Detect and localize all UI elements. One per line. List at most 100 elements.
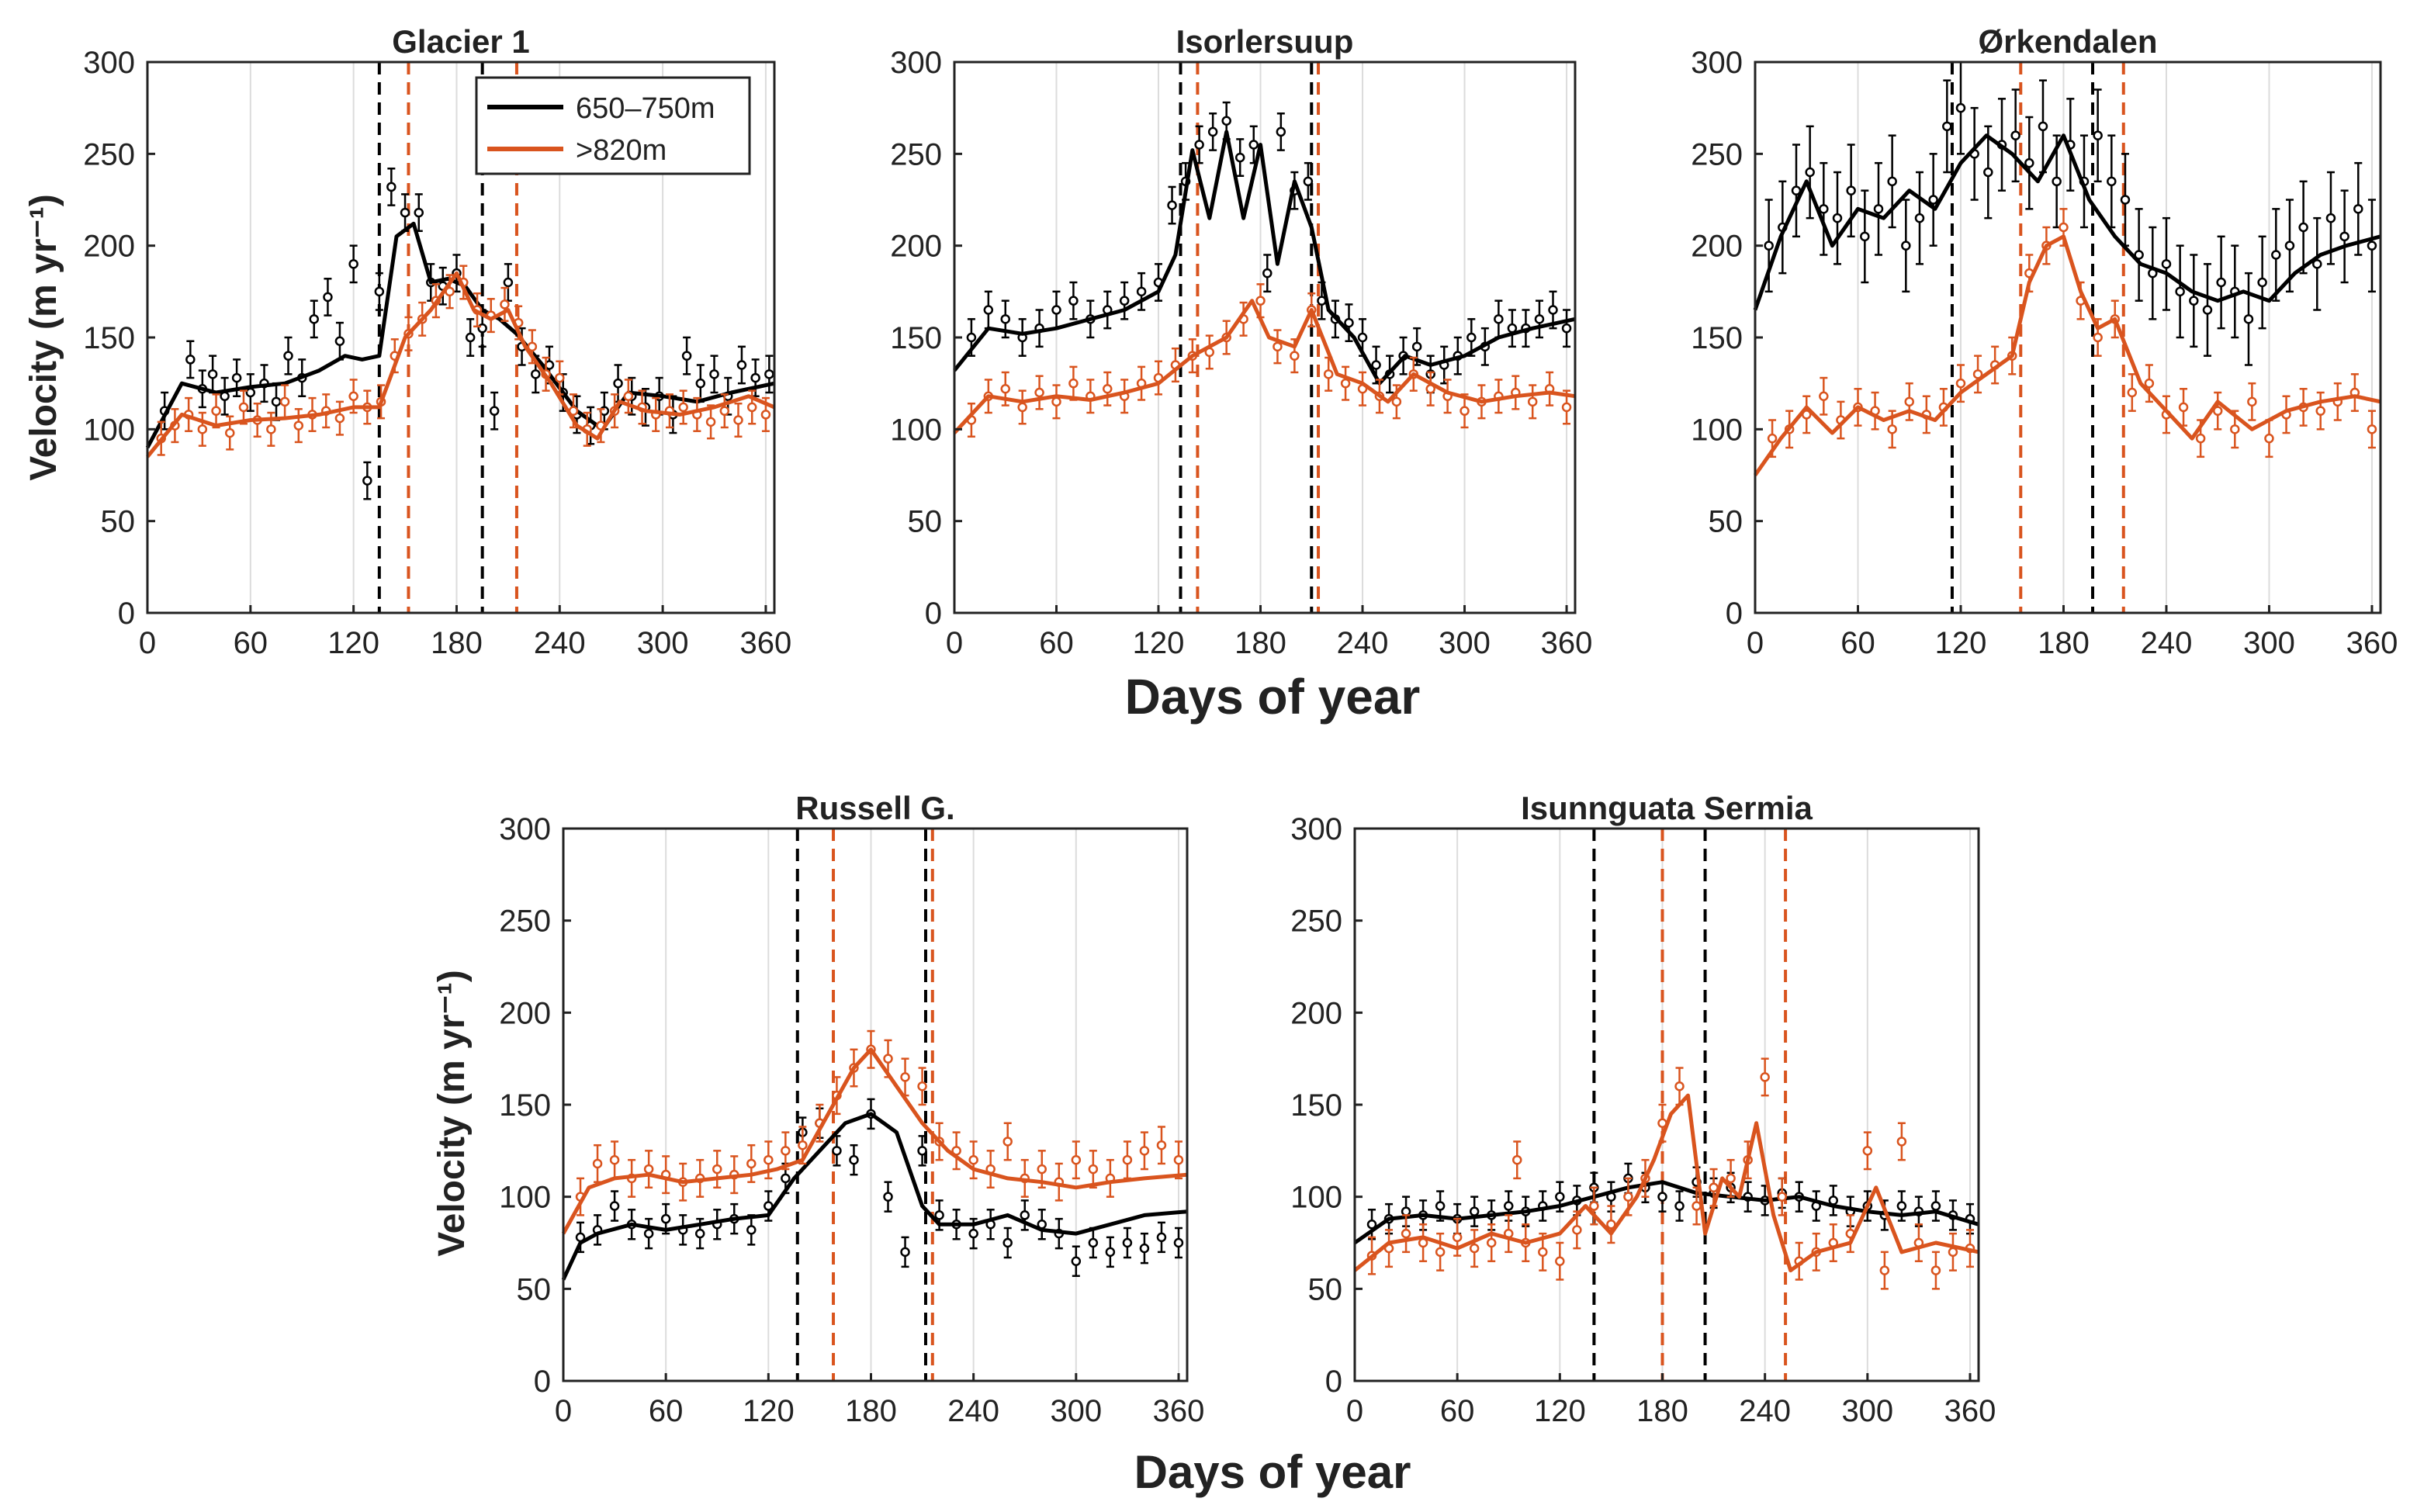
- panel-1-series-0-point-19: [1262, 268, 1273, 279]
- panel-isorlersuup: 0 60 120 180 240 300 360 0 50 100 150 200 250 300 Isor…: [890, 23, 1592, 660]
- panel-2-series-0-point-7: [1860, 231, 1870, 242]
- panel-1-xtick-label-240: 240: [1337, 626, 1389, 660]
- panel-1-series-1-line: [953, 299, 1576, 434]
- panel-0-series-1-line: [146, 271, 775, 458]
- panel-0-ytick-label-150: 150: [83, 321, 135, 355]
- panel-3-xtick-label-60: 60: [649, 1394, 684, 1428]
- panel-0-series-1-point-6: [238, 402, 249, 413]
- panel-1-ytick-label-150: 150: [890, 321, 942, 355]
- panel-2-series-0-point-10: [1901, 240, 1911, 251]
- panel-1-ytick-label-100: 100: [890, 413, 942, 447]
- panel-2-series-0-point-13: [1942, 121, 1952, 132]
- panel-3-xtick-label-240: 240: [947, 1394, 999, 1428]
- panel-4-xtick-label-60: 60: [1440, 1394, 1475, 1428]
- panel-0-series-0-point-45: [764, 369, 774, 379]
- panel-2-title-rkendalen: Ørkendalen: [1978, 23, 2157, 60]
- panel-0-title-glacier-1: Glacier 1: [392, 23, 529, 60]
- panel-4-series-1-point-5: [1452, 1232, 1463, 1243]
- y-axis-label-top: Velocity (m yr⁻¹): [23, 194, 64, 480]
- panel-3-xtick-label-120: 120: [743, 1394, 795, 1428]
- panel-1-series-0-point-10: [1136, 286, 1147, 297]
- panel-0-series-0-point-41: [709, 369, 719, 379]
- panel-2-series-1-point-26: [2212, 406, 2223, 416]
- panel-1-xtick-label-120: 120: [1133, 626, 1185, 660]
- panel-3-ytick-label-0: 0: [534, 1365, 551, 1399]
- panel-0-series-0-point-15: [362, 476, 372, 486]
- panel-4-series-1-point-20: [1692, 1201, 1702, 1211]
- panel-0-ytick-label-50: 50: [101, 505, 136, 539]
- panel-1-series-1-point-6: [1068, 378, 1079, 389]
- panel-1-series-0-point-12: [1167, 200, 1177, 210]
- panel-0-xtick-label-360: 360: [740, 626, 792, 660]
- panel-0-series-1: [146, 265, 775, 458]
- panel-3-xtick-label-180: 180: [845, 1394, 897, 1428]
- x-axis-label-bottom: Days of year: [1134, 1446, 1411, 1498]
- panel-1-series-1-point-3: [1017, 402, 1027, 413]
- panel-1-series-0-point-14: [1194, 140, 1204, 150]
- panel-2-plot-area: [1755, 62, 2381, 613]
- legend-label-820m: >820m: [576, 134, 667, 167]
- panel-1-series-1-point-22: [1340, 378, 1351, 389]
- panel-4-series-0-point-31: [1896, 1201, 1907, 1211]
- panel-4-xtick-label-300: 300: [1841, 1394, 1893, 1428]
- panel-2-series-1-point-22: [2144, 378, 2155, 389]
- panel-2-series-0-point-11: [1914, 213, 1925, 223]
- panel-0-series-1-point-3: [197, 424, 208, 434]
- panel-3-xtick-label-0: 0: [555, 1394, 572, 1428]
- panel-3-series-0-point-4: [643, 1228, 654, 1239]
- panel-1-series-0-point-18: [1248, 140, 1259, 150]
- panel-3-ytick-label-50: 50: [517, 1272, 552, 1306]
- panel-1-series-0-point-40: [1548, 305, 1558, 315]
- panel-4-series-1-point-22: [1726, 1173, 1736, 1184]
- panel-3-series-1-point-32: [1122, 1154, 1133, 1165]
- panel-1-series-0-point-25: [1344, 317, 1354, 328]
- legend: 650–750m >820m: [475, 76, 751, 175]
- panel-1-series-0-point-20: [1276, 126, 1286, 137]
- panel-3-series-1-line: [561, 1047, 1188, 1235]
- panel-4-series-0-point-11: [1555, 1192, 1565, 1202]
- panel-4-series-1-point-7: [1486, 1237, 1497, 1248]
- panel-1-ytick-label-200: 200: [890, 230, 942, 264]
- panel-2-series-1-point-17: [2059, 222, 2069, 233]
- panel-3-series-1-point-18: [883, 1054, 893, 1064]
- panel-3-series-1-point-13: [798, 1140, 808, 1150]
- panel-2-series-1-point-29: [2264, 433, 2274, 444]
- panel-3-series-0-point-29: [1071, 1256, 1082, 1266]
- panel-1-series-1-point-33: [1527, 396, 1538, 407]
- panel-0-series-1-point-8: [266, 424, 276, 434]
- panel-1-series-1-point-18: [1273, 341, 1283, 352]
- panel-3-series-1-point-8: [712, 1164, 722, 1175]
- panel-orkendalen: 0 60 120 180 240 300 360 0 50 100 150 200 250 300 Ørke…: [1691, 23, 2398, 660]
- panel-2-series-1-point-27: [2230, 424, 2240, 434]
- panel-3-series-0-point-30: [1088, 1237, 1099, 1248]
- panel-3-series-0-point-10: [746, 1225, 757, 1235]
- panel-0-series-0-point-16: [374, 286, 385, 297]
- panel-3-series-0-point-20: [917, 1146, 927, 1156]
- panel-3-series-1-point-20: [917, 1081, 927, 1092]
- panel-4-series-1: [1353, 1057, 1979, 1290]
- panel-3-title-russell-g: Russell G.: [795, 790, 954, 826]
- panel-0-ytick-label-100: 100: [83, 413, 135, 447]
- panel-0-xtick-label-240: 240: [534, 626, 586, 660]
- panel-2-series-1-point-7: [1887, 424, 1897, 434]
- panel-2-series-1-point-8: [1904, 396, 1914, 407]
- panel-0-series-0-point-28: [531, 369, 541, 379]
- panel-0-series-0-point-8: [271, 396, 282, 407]
- panel-2-xtick-label-60: 60: [1840, 626, 1875, 660]
- panel-1-series-0-point-17: [1234, 152, 1245, 163]
- panel-0-series-1-point-29: [555, 372, 565, 383]
- panel-3-series-0-point-15: [832, 1146, 842, 1156]
- panel-1-series-1-point-17: [1255, 296, 1266, 306]
- panel-2-series-1-point-24: [2178, 402, 2189, 413]
- panel-3-series-1-point-10: [746, 1158, 757, 1169]
- panel-1-ytick-label-0: 0: [925, 597, 942, 631]
- panel-2-series-0-point-44: [2367, 240, 2377, 251]
- panel-3-series-1-point-23: [968, 1154, 978, 1165]
- panel-4-xtick-label-120: 120: [1534, 1394, 1586, 1428]
- panel-3-series-0-point-35: [1173, 1237, 1184, 1248]
- panel-2-series-0-point-19: [2024, 157, 2034, 168]
- panel-3-series-1-point-19: [900, 1072, 910, 1082]
- panel-0-series-0-point-6: [245, 387, 256, 398]
- panel-0-series-0-point-40: [695, 378, 706, 389]
- panel-2-ytick-label-250: 250: [1691, 137, 1743, 171]
